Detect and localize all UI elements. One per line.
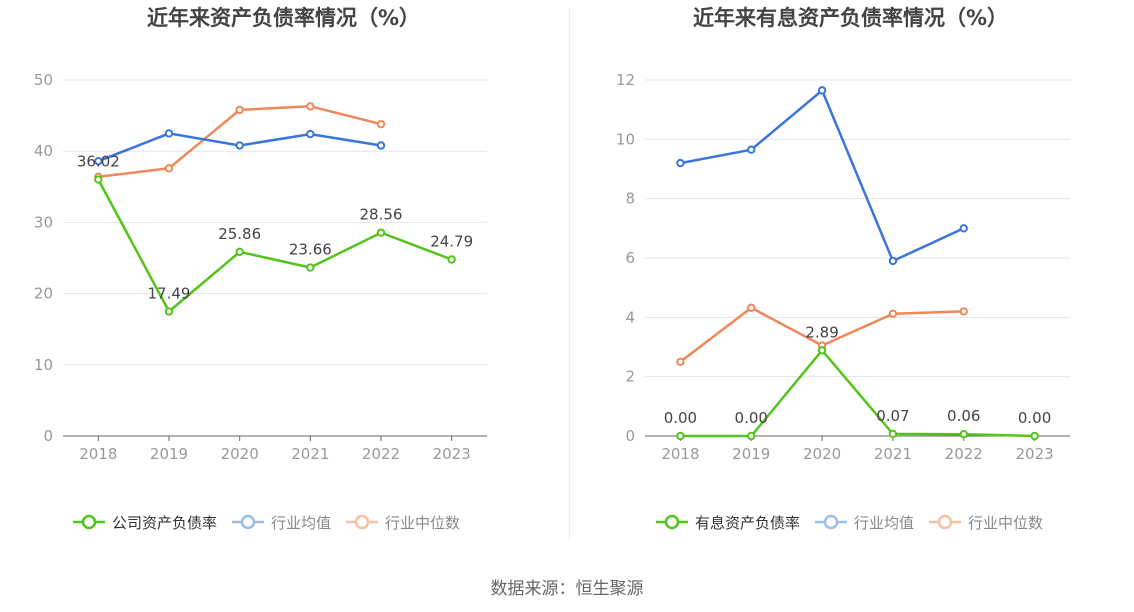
left-chart-title: 近年来资产负债率情况（%） xyxy=(146,6,421,30)
data-point xyxy=(376,228,386,237)
y-tick-label: 4 xyxy=(625,308,635,326)
data-point xyxy=(747,303,756,313)
x-tick-label: 2019 xyxy=(732,445,770,463)
y-tick-label: 0 xyxy=(43,427,53,445)
data-point xyxy=(235,141,244,150)
data-point xyxy=(164,307,174,316)
data-point xyxy=(676,431,685,441)
data-point xyxy=(447,255,456,264)
legend-item-industry-median[interactable]: 行业中位数 xyxy=(345,512,460,533)
data-label: 0.07 xyxy=(876,407,909,425)
data-point xyxy=(817,86,827,95)
data-label: 23.66 xyxy=(289,241,332,259)
x-tick-label: 2023 xyxy=(1015,445,1053,463)
data-point xyxy=(676,158,685,168)
data-label: 0.00 xyxy=(664,409,697,427)
data-point xyxy=(235,105,244,115)
data-label: 24.79 xyxy=(430,232,473,250)
legend-marker-orange-icon xyxy=(929,514,962,530)
y-tick-label: 30 xyxy=(34,213,53,231)
legend-label: 行业中位数 xyxy=(385,513,461,532)
data-source-note: 数据来源：恒生聚源 xyxy=(490,579,644,599)
y-tick-label: 6 xyxy=(625,249,635,267)
data-point xyxy=(1030,431,1039,441)
series-line xyxy=(680,349,1035,438)
series-line xyxy=(97,178,453,313)
legend-item-interest-bearing-ratio[interactable]: 有息资产负债率 xyxy=(655,512,800,533)
data-point xyxy=(676,357,685,367)
legend-item-industry-average[interactable]: 行业均值 xyxy=(814,512,914,533)
data-point xyxy=(376,141,386,150)
right-chart-title: 近年来有息资产负债率情况（%） xyxy=(692,6,1009,30)
data-point xyxy=(164,164,174,173)
data-point xyxy=(94,156,103,166)
x-tick-label: 2018 xyxy=(79,445,117,463)
data-label: 17.49 xyxy=(148,284,191,302)
legend-marker-green-icon xyxy=(656,514,688,530)
legend-item-industry-average[interactable]: 行业均值 xyxy=(231,512,331,533)
data-point xyxy=(306,263,315,272)
y-tick-label: 0 xyxy=(625,427,635,445)
x-tick-label: 2020 xyxy=(221,445,259,463)
x-tick-label: 2020 xyxy=(803,445,841,463)
data-label: 0.00 xyxy=(735,409,768,427)
legend-marker-green-icon xyxy=(73,514,105,530)
y-tick-label: 20 xyxy=(34,285,53,303)
data-point xyxy=(306,102,315,111)
right-chart-legend: 有息资产负债率 行业均值 行业中位数 xyxy=(655,510,1043,534)
x-tick-label: 2022 xyxy=(362,445,400,463)
y-tick-label: 10 xyxy=(34,356,53,374)
data-label: 25.86 xyxy=(218,225,261,243)
legend-marker-orange-icon xyxy=(346,514,379,530)
y-tick-label: 2 xyxy=(625,368,635,386)
data-point xyxy=(959,224,968,233)
x-tick-label: 2019 xyxy=(150,445,188,463)
data-label: 2.89 xyxy=(805,323,838,341)
x-tick-label: 2018 xyxy=(661,445,699,463)
data-point xyxy=(94,175,103,184)
data-point xyxy=(747,145,756,154)
data-label: 0.00 xyxy=(1018,409,1051,427)
legend-marker-blue-icon xyxy=(232,514,265,530)
data-point xyxy=(888,256,898,266)
panel-divider xyxy=(569,8,570,540)
data-label: 0.06 xyxy=(947,407,980,425)
y-tick-label: 50 xyxy=(34,71,53,89)
data-point xyxy=(959,430,968,439)
y-tick-label: 12 xyxy=(616,71,635,89)
data-point xyxy=(376,119,386,129)
data-label: 28.56 xyxy=(360,206,403,224)
y-tick-label: 40 xyxy=(34,142,53,160)
data-point xyxy=(888,429,898,439)
y-tick-label: 10 xyxy=(616,130,635,148)
legend-label: 有息资产负债率 xyxy=(695,513,801,532)
legend-label: 行业均值 xyxy=(271,513,332,532)
legend-label: 行业均值 xyxy=(854,513,915,532)
x-tick-label: 2021 xyxy=(291,445,329,463)
legend-item-industry-median[interactable]: 行业中位数 xyxy=(928,512,1043,533)
data-label: 36.02 xyxy=(77,153,120,171)
data-point xyxy=(817,346,827,355)
y-tick-label: 8 xyxy=(625,190,635,208)
legend-label: 公司资产负债率 xyxy=(112,513,218,532)
legend-label: 行业中位数 xyxy=(968,513,1044,532)
x-tick-label: 2023 xyxy=(433,445,471,463)
legend-marker-blue-icon xyxy=(815,514,848,530)
data-point xyxy=(306,129,315,139)
legend-item-company-debt-ratio[interactable]: 公司资产负债率 xyxy=(72,512,217,533)
data-point xyxy=(888,309,898,318)
series-line xyxy=(680,89,965,263)
x-tick-label: 2021 xyxy=(874,445,912,463)
data-point xyxy=(164,129,174,138)
data-point xyxy=(235,247,244,257)
left-chart-legend: 公司资产负债率 行业均值 行业中位数 xyxy=(72,510,460,534)
data-point xyxy=(747,431,756,441)
data-point xyxy=(959,307,968,316)
x-tick-label: 2022 xyxy=(945,445,983,463)
